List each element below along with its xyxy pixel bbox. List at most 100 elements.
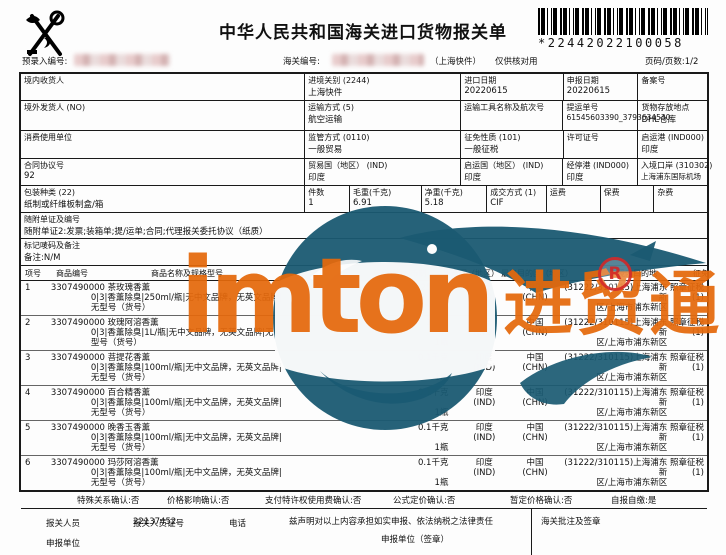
goods-item-exempt: 照章征税 (1) (669, 458, 704, 479)
goods-item-desc: 3307490000 茶玫瑰香薰 0|3|香薰除臭|250ml/瓶|无中文品牌，… (51, 283, 347, 313)
license-label: 许可证号 (566, 133, 599, 142)
goods-col-exempt: 征免 (693, 269, 709, 278)
marks-label: 标记唛码及备注 (24, 241, 80, 250)
declare-date-label: 申报日期 (566, 76, 599, 85)
goods-item-qty-unit: 1瓶 (434, 443, 449, 454)
import-date-label: 进口日期 (464, 76, 497, 85)
gross-weight-label: 毛重(千克) (353, 188, 392, 197)
customs-note-label: 海关批注及签章 (541, 517, 601, 528)
storage-cell: 货物存放地点 DHL仓库 (637, 101, 707, 130)
goods-item-qty-kg: 1千克 (426, 318, 449, 329)
depart-port-code: (IND000) (667, 133, 704, 142)
packing-code: (22) (58, 188, 75, 197)
deal-terms-cell: 成交方式 (1) CIF (486, 186, 546, 212)
transit-port-value: 印度 (566, 173, 584, 183)
footer-divider (531, 509, 532, 555)
barcode-bars-image (538, 8, 708, 35)
goods-item-hs-code: 3307490000 (50, 458, 105, 469)
goods-item-desc: 3307490000 百合精香薰 0|3|香薰除臭|100ml/瓶|无中文品牌，… (51, 388, 347, 418)
goods-item-domestic-dest: (31222/310115)上海浦东新 区/上海市浦东新区 (564, 318, 668, 349)
transport-tool-cell: 运输工具名称及航次号 (460, 101, 562, 130)
goods-item-qty-kg: 0.25千克 (412, 283, 449, 293)
form-row-shipper: 境外发货人 (NO) 运输方式 (5) 航空运输 运输工具名称及航次号 提运单号… (21, 101, 707, 131)
deal-terms-code: (1) (524, 188, 537, 197)
goods-item-domestic-dest: (31222/310115)上海浦东新 区/上海市浦东新区 (564, 458, 668, 489)
goods-item-no: 1 (25, 283, 31, 293)
goods-item-no: 4 (25, 388, 31, 399)
goods-item-qty-unit: 1瓶 (434, 408, 449, 419)
gross-weight-value: 6.91 (353, 198, 372, 208)
supervision-cell: 监管方式 (0110) 一般贸易 (304, 131, 460, 158)
goods-row: 3 3307490000 菩提花香薰 0|3|香薰除臭|100ml/瓶|无中文品… (21, 351, 707, 387)
supervision-value: 一般贸易 (308, 145, 343, 155)
goods-item-desc: 3307490000 玫瑰阿溶香薰 0|3|香薰除臭|1L/瓶|无中文品牌，无英… (51, 318, 347, 348)
goods-item-spec2: 型号（货号） (90, 338, 142, 349)
transit-port-label: 经停港 (566, 161, 591, 170)
goods-item-qty: 0.25千克 . 1瓶 (347, 283, 454, 313)
agent-label: 报关人员 (46, 519, 81, 530)
entry-point-code: (310302) (675, 161, 713, 170)
supervision-label: 监管方式 (308, 133, 341, 142)
goods-item-hs-code: 3307490000 (50, 388, 105, 399)
license-cell: 许可证号 (562, 131, 638, 158)
goods-item-name: 玛莎阿溶香薰 (107, 458, 159, 469)
goods-col-no: 项号 (25, 269, 41, 278)
goods-item-desc: 3307490000 菩提花香薰 0|3|香薰除臭|100ml/瓶|无中文品牌，… (51, 353, 347, 383)
provisional-price-confirm: 暂定价格确认:否 (510, 496, 573, 507)
goods-table-body: 1 3307490000 茶玫瑰香薰 0|3|香薰除臭|250ml/瓶|无中文品… (21, 281, 707, 492)
goods-item-spec2: 无型号（货号） (90, 373, 151, 384)
goods-col-qty-unit: 数量及单位 (311, 269, 351, 278)
record-no-cell: 备案号 (637, 74, 707, 100)
supervision-code: (0110) (342, 133, 370, 142)
transit-port-cell: 经停港 (IND000) 印度 (562, 159, 637, 185)
gross-weight-cell: 毛重(千克) 6.91 (349, 186, 421, 212)
goods-item-desc: 3307490000 玛莎阿溶香薰 0|3|香薰除臭|100ml/瓶|无中文品牌… (51, 458, 347, 488)
depart-country-code: (IND) (522, 161, 544, 170)
consumer-unit-cell: 消费使用单位 (21, 131, 304, 158)
levy-nature-cell: 征免性质 (101) 一般征税 (460, 131, 562, 158)
goods-item-hs-code: 3307490000 (50, 318, 105, 329)
goods-item-name: 晚香玉香薰 (107, 423, 151, 434)
declare-date-value: 20220615 (566, 86, 611, 96)
form-row-documents: 随附单证及编号 随附单证2:发票;装箱单;提/运单;合同;代理报关委托协议（纸质… (21, 213, 707, 239)
pieces-value: 1 (308, 198, 314, 208)
goods-item-hs-code: 3307490000 (50, 353, 105, 364)
packing-value: 纸制或纤维板制盒/箱 (24, 200, 104, 210)
record-no-label: 备案号 (641, 76, 666, 85)
net-weight-label: 净重(千克) (424, 188, 463, 197)
goods-item-qty-kg: 0.1千克 (417, 353, 449, 364)
form-row-marks: 标记唛码及备注 备注:N/M (21, 239, 707, 266)
goods-item-dest: 中国 (CHN) (522, 423, 548, 444)
depart-port-cell: 启运港 (IND000) 印度 (637, 131, 707, 158)
depart-port-value: 印度 (641, 145, 659, 155)
net-weight-value: 5.18 (424, 198, 444, 208)
goods-item-qty-kg: 0.1千克 (417, 388, 449, 399)
goods-item-domestic-dest: (31222/310115)上海浦东新 区/上海市浦东新区 (564, 353, 668, 384)
goods-item-qty: 0.1千克 . 1瓶 (347, 423, 454, 453)
goods-item-dest: 中国 (CHN) (522, 318, 548, 339)
insurance-cell: 保费 (599, 186, 654, 212)
contract-label: 合同协议号 (24, 161, 64, 170)
form-row-packing: 包装种类 (22) 纸制或纤维板制盒/箱 件数 1 毛重(千克) 6.91 净重… (21, 186, 707, 213)
entry-custom-label: 进境关别 (308, 76, 341, 85)
transit-port-code: (IND000) (593, 161, 630, 170)
phone-label: 电话 (229, 519, 247, 530)
goods-item-dest: 中国 (CHN) (522, 353, 548, 374)
goods-row: 2 3307490000 玫瑰阿溶香薰 0|3|香薰除臭|1L/瓶|无中文品牌，… (21, 316, 707, 352)
entry-custom-value: 上海快件 (308, 88, 343, 98)
goods-item-qty-kg: 0.1千克 (417, 423, 449, 434)
goods-item-exempt: 照章征税 (1) (669, 318, 704, 339)
goods-item-origin: 印度 (IND) (473, 423, 496, 444)
document-title: 中华人民共和国海关进口货物报关单 (219, 23, 507, 43)
entry-point-cell: 入境口岸 (310302) 上海浦东国际机场 (637, 159, 712, 185)
bill-no-value: 61545603390_3793634530 (566, 113, 671, 122)
import-date-value: 20220615 (464, 86, 508, 96)
goods-item-name: 菩提花香薰 (107, 353, 151, 364)
documents-cell: 随附单证及编号 随附单证2:发票;装箱单;提/运单;合同;代理报关委托协议（纸质… (21, 213, 707, 238)
customs-emblem-icon (24, 10, 66, 62)
entry-custom-code: (2244) (342, 76, 370, 85)
form-row-contract: 合同协议号 92 贸易国（地区） (IND) 印度 启运国（地区） (IND) … (21, 159, 712, 186)
price-influence-confirm: 价格影响确认:否 (167, 496, 230, 507)
goods-item-qty-unit: 1瓶 (434, 303, 449, 314)
overseas-shipper-code: (NO) (66, 103, 86, 112)
